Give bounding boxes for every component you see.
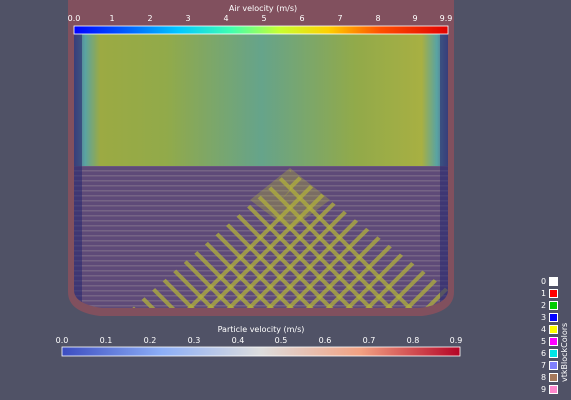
block-legend-title: vtkBlockColors <box>560 322 569 382</box>
particle-tick: 0.3 <box>188 336 201 345</box>
legend-swatch <box>549 373 558 382</box>
air-tick: 2 <box>147 14 152 23</box>
particle-streaks-left <box>130 170 420 308</box>
air-colorbar <box>73 25 449 35</box>
particle-tick: 0.8 <box>407 336 420 345</box>
legend-item-label: 1 <box>541 289 547 298</box>
legend-item-label: 9 <box>541 385 547 394</box>
legend-item: 0 <box>538 276 568 287</box>
air-tick: 8 <box>375 14 380 23</box>
legend-item-label: 4 <box>541 325 547 334</box>
legend-item-label: 6 <box>541 349 547 358</box>
legend-item-label: 2 <box>541 301 547 310</box>
air-tick: 9 <box>412 14 417 23</box>
legend-item-label: 3 <box>541 313 547 322</box>
air-tick: 0.0 <box>68 14 81 23</box>
legend-swatch <box>549 349 558 358</box>
particle-tick: 0.4 <box>232 336 245 345</box>
air-velocity-field <box>74 34 448 170</box>
legend-item-label: 7 <box>541 361 547 370</box>
air-tick: 5 <box>261 14 266 23</box>
legend-swatch <box>549 385 558 394</box>
legend-swatch <box>549 337 558 346</box>
legend-item-label: 8 <box>541 373 547 382</box>
legend-item: 3 <box>538 312 568 323</box>
legend-item: 9 <box>538 384 568 395</box>
legend-item-label: 5 <box>541 337 547 346</box>
particle-tick: 0.5 <box>275 336 288 345</box>
legend-swatch <box>549 289 558 298</box>
air-tick: 3 <box>185 14 190 23</box>
legend-item: 6 <box>538 348 568 359</box>
particle-colorbar-ticks: 0.0 0.1 0.2 0.3 0.4 0.5 0.6 0.7 0.8 0.9 <box>56 336 463 345</box>
block-colors-legend: 0 1 2 3 4 5 6 7 8 9 <box>538 276 571 400</box>
air-tick: 9.9 <box>440 14 453 23</box>
legend-item: 7 <box>538 360 568 371</box>
legend-swatch <box>549 313 558 322</box>
legend-item: 5 <box>538 336 568 347</box>
particle-tick: 0.9 <box>450 336 463 345</box>
air-tick: 6 <box>299 14 304 23</box>
particle-tick: 0.2 <box>144 336 157 345</box>
air-tick: 7 <box>337 14 342 23</box>
legend-swatch <box>549 277 558 286</box>
particle-tick: 0.7 <box>363 336 376 345</box>
air-colorbar-title: Air velocity (m/s) <box>229 4 297 13</box>
particle-colorbar-title: Particle velocity (m/s) <box>218 325 305 334</box>
particle-tick: 0.6 <box>319 336 332 345</box>
air-tick: 4 <box>223 14 228 23</box>
legend-item: 8 <box>538 372 568 383</box>
legend-swatch <box>549 361 558 370</box>
legend-item: 4 <box>538 324 568 335</box>
legend-item: 1 <box>538 288 568 299</box>
air-tick: 1 <box>109 14 114 23</box>
particle-colorbar <box>61 346 461 357</box>
legend-item-label: 0 <box>541 277 547 286</box>
particle-tick: 0.1 <box>100 336 113 345</box>
legend-swatch <box>549 301 558 310</box>
particle-tick: 0.0 <box>56 336 69 345</box>
legend-swatch <box>549 325 558 334</box>
air-colorbar-ticks: 0.0 1 2 3 4 5 6 7 8 9 9.9 <box>68 14 453 23</box>
legend-item: 2 <box>538 300 568 311</box>
